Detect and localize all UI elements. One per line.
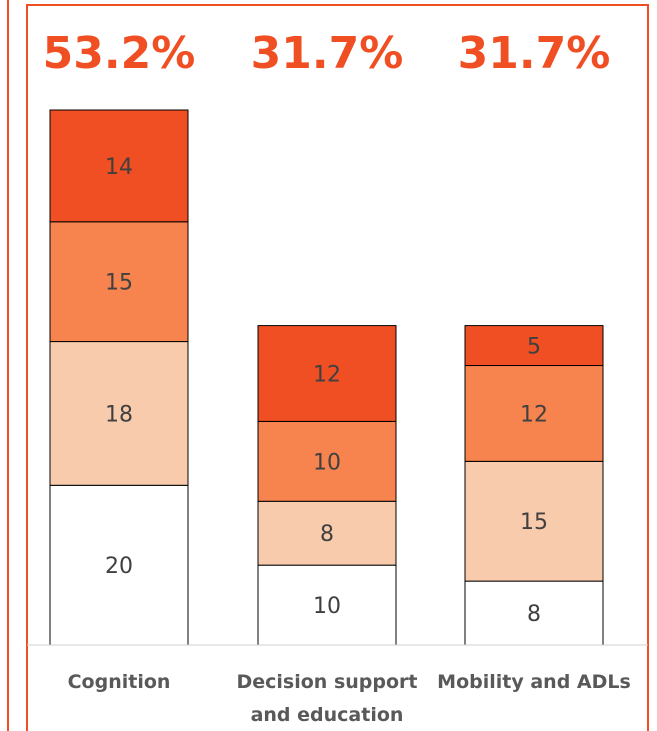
bar-segment [257, 325, 397, 422]
data-label: 8 [320, 522, 334, 547]
bar-segment [257, 500, 397, 566]
bar-segment [49, 221, 189, 343]
data-label: 20 [105, 554, 133, 579]
data-label: 15 [520, 510, 548, 535]
data-label: 14 [105, 155, 133, 180]
bar-segment [464, 365, 604, 462]
x-tick-label: Mobility and ADLs [437, 671, 631, 693]
x-tick-label: Cognition [67, 671, 171, 693]
bar-segment [257, 420, 397, 502]
x-tick-label: Decision support and education [236, 671, 418, 726]
headline: 31.7% [458, 28, 611, 79]
data-label: 10 [313, 450, 341, 475]
data-label: 18 [105, 402, 133, 427]
bar-segment [257, 564, 397, 646]
bar-segment [464, 325, 604, 367]
headline: 53.2% [43, 28, 196, 79]
data-label: 12 [520, 402, 548, 427]
bar-segment [49, 484, 189, 646]
data-label: 8 [527, 602, 541, 627]
data-label: 10 [313, 594, 341, 619]
frame [26, 4, 649, 731]
data-label: 15 [105, 271, 133, 296]
data-label: 12 [313, 363, 341, 388]
bar-segment [49, 109, 189, 223]
data-label: 5 [527, 335, 541, 360]
headline: 31.7% [251, 28, 404, 79]
